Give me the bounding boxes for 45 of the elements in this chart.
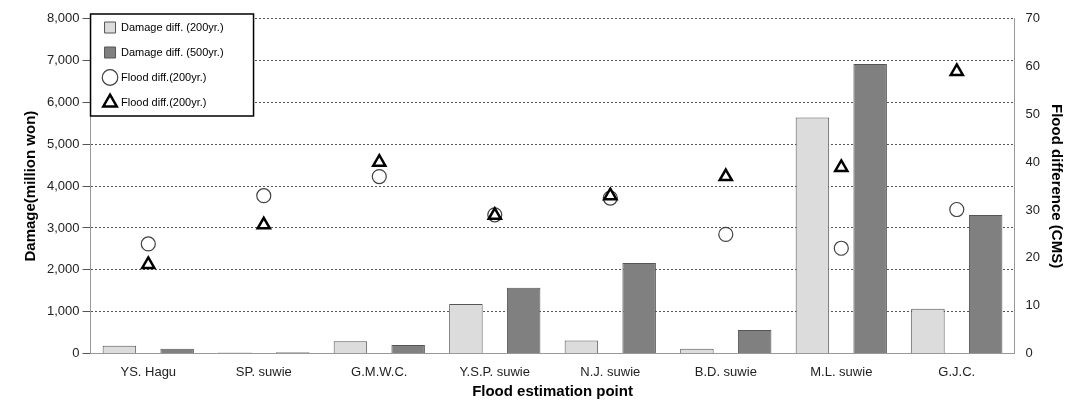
- legend-label: Damage diff. (500yr.): [121, 45, 224, 58]
- x-tick-label: Y.S.P. suwie: [459, 363, 530, 379]
- y2-tick-label: 70: [1025, 10, 1041, 26]
- y2-tick-label: 0: [1025, 344, 1033, 360]
- point: [140, 256, 156, 270]
- y-tick-label: 3,000: [46, 219, 80, 235]
- y-tick-label: 6,000: [46, 94, 80, 110]
- y-tick-label: 8,000: [46, 10, 80, 26]
- y2-tick-label: 20: [1025, 249, 1041, 265]
- y-tick-label: 7,000: [46, 52, 80, 68]
- y-tick-label: 2,000: [46, 261, 80, 277]
- legend-label: Damage diff. (200yr.): [121, 20, 224, 33]
- point: [949, 201, 965, 218]
- x-tick-label: B.D. suwie: [694, 363, 757, 379]
- legend-label: Flood diff.(200yr.): [121, 95, 207, 108]
- x-tick-label: N.J. suwie: [580, 363, 641, 379]
- y-axis-title: Damage(million won): [21, 110, 39, 262]
- y2-tick-label: 40: [1025, 153, 1041, 169]
- point: [718, 226, 734, 242]
- y2-tick-label: 10: [1025, 297, 1041, 313]
- x-tick-label: YS. Hagu: [120, 363, 177, 379]
- x-tick-label: SP. suwie: [235, 363, 292, 379]
- y-tick-label: 5,000: [46, 135, 80, 151]
- y-tick-label: 1,000: [46, 303, 80, 319]
- y2-axis-title: Flood difference (CMS): [1048, 104, 1066, 269]
- y2-tick-label: 60: [1025, 58, 1041, 74]
- point: [833, 159, 849, 173]
- point: [718, 168, 734, 182]
- point: [371, 153, 387, 167]
- x-tick-label: G.J.C.: [938, 363, 976, 379]
- x-tick-label: M.L. suwie: [810, 363, 873, 379]
- point: [833, 240, 849, 256]
- y2-tick-label: 30: [1025, 201, 1041, 217]
- x-tick-label: G.M.W.C.: [351, 363, 408, 379]
- x-axis-title: Flood estimation point: [472, 382, 633, 400]
- point: [256, 216, 272, 230]
- point: [602, 187, 618, 201]
- legend-label: Flood diff.(200yr.): [121, 70, 207, 83]
- y2-tick-label: 50: [1025, 105, 1041, 121]
- y-tick-label: 4,000: [46, 177, 80, 193]
- point: [140, 236, 156, 252]
- y-tick-label: 0: [72, 344, 80, 360]
- point: [949, 63, 965, 77]
- point: [371, 168, 387, 185]
- point: [256, 188, 272, 204]
